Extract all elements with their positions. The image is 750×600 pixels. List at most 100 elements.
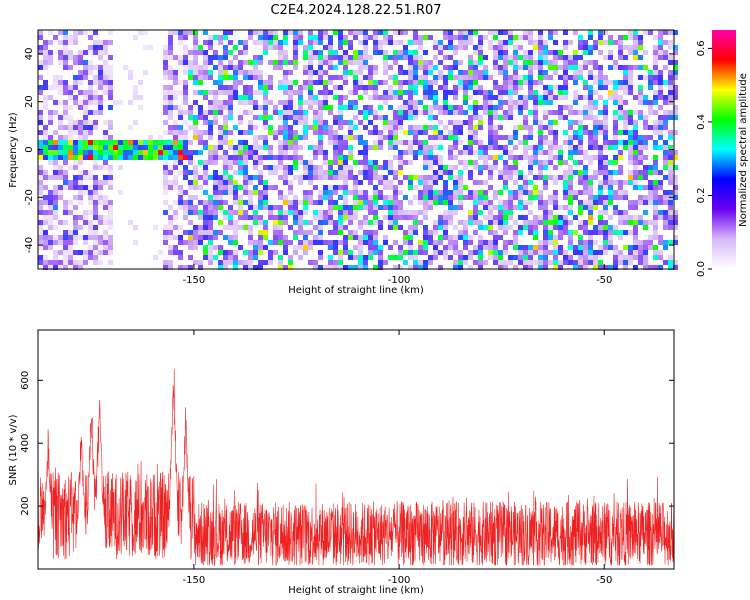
heatmap-cell <box>428 195 433 200</box>
heatmap-cell <box>533 230 538 235</box>
heatmap-cell <box>453 125 458 130</box>
heatmap-cell <box>218 35 223 40</box>
heatmap-cell <box>108 125 113 130</box>
heatmap-cell <box>503 165 508 170</box>
heatmap-cell <box>358 120 363 125</box>
heatmap-cell <box>463 120 468 125</box>
heatmap-cell <box>608 235 613 240</box>
heatmap-cell <box>583 175 588 180</box>
heatmap-cell <box>373 200 378 205</box>
heatmap-cell <box>513 220 518 225</box>
heatmap-cell <box>233 65 238 70</box>
heatmap-cell <box>458 190 463 195</box>
heatmap-cell <box>508 155 513 160</box>
heatmap-cell <box>83 175 88 180</box>
heatmap-cell <box>618 115 623 120</box>
heatmap-cell <box>638 145 643 150</box>
heatmap-cell <box>158 145 163 150</box>
heatmap-cell <box>488 200 493 205</box>
heatmap-cell <box>63 185 68 190</box>
heatmap-cell <box>648 245 653 250</box>
heatmap-cell <box>233 195 238 200</box>
heatmap-cell <box>658 135 663 140</box>
heatmap-cell <box>53 75 58 80</box>
heatmap-cell <box>233 95 238 100</box>
heatmap-cell <box>618 185 623 190</box>
heatmap-cell <box>638 245 643 250</box>
heatmap-cell <box>563 255 568 260</box>
heatmap-cell <box>123 155 128 160</box>
heatmap-cell <box>308 45 313 50</box>
heatmap-cell <box>618 85 623 90</box>
heatmap-cell <box>663 80 668 85</box>
heatmap-cell <box>313 200 318 205</box>
heatmap-cell <box>673 235 678 240</box>
heatmap-cell <box>633 175 638 180</box>
heatmap-cell <box>123 140 128 145</box>
heatmap-cell <box>628 220 633 225</box>
heatmap-cell <box>393 55 398 60</box>
heatmap-cell <box>603 40 608 45</box>
heatmap-cell <box>543 45 548 50</box>
heatmap-cell <box>188 125 193 130</box>
heatmap-cell <box>518 100 523 105</box>
heatmap-cell <box>363 200 368 205</box>
heatmap-cell <box>208 240 213 245</box>
heatmap-cell <box>218 185 223 190</box>
heatmap-cell <box>668 255 673 260</box>
heatmap-cell <box>193 50 198 55</box>
heatmap-cell <box>328 35 333 40</box>
heatmap-cell <box>458 255 463 260</box>
heatmap-cell <box>93 245 98 250</box>
heatmap-cell <box>88 185 93 190</box>
heatmap-cell <box>108 170 113 175</box>
heatmap-cell <box>663 110 668 115</box>
heatmap-cell <box>173 225 178 230</box>
heatmap-cell <box>438 105 443 110</box>
heatmap-cell <box>448 70 453 75</box>
heatmap-cell <box>393 205 398 210</box>
heatmap-cell <box>628 135 633 140</box>
heatmap-cell <box>198 135 203 140</box>
heatmap-cell <box>523 260 528 265</box>
heatmap-cell <box>483 150 488 155</box>
heatmap-cell <box>308 260 313 265</box>
heatmap-cell <box>148 150 153 155</box>
heatmap-cell <box>578 225 583 230</box>
heatmap-cell <box>598 190 603 195</box>
heatmap-cell <box>238 60 243 65</box>
heatmap-cell <box>563 130 568 135</box>
heatmap-cell <box>308 30 313 35</box>
heatmap-cell <box>103 75 108 80</box>
heatmap-cell <box>488 250 493 255</box>
heatmap-cell <box>383 135 388 140</box>
heatmap-cell <box>378 135 383 140</box>
heatmap-cell <box>158 135 163 140</box>
heatmap-cell <box>108 30 113 35</box>
heatmap-cell <box>543 115 548 120</box>
heatmap-cell <box>223 35 228 40</box>
heatmap-cell <box>603 170 608 175</box>
heatmap-cell <box>413 220 418 225</box>
heatmap-cell <box>73 230 78 235</box>
heatmap-cell <box>298 35 303 40</box>
heatmap-cell <box>498 265 503 270</box>
heatmap-cell <box>208 255 213 260</box>
heatmap-cell <box>483 55 488 60</box>
heatmap-cell <box>543 250 548 255</box>
heatmap-cell <box>668 260 673 265</box>
heatmap-cell <box>353 55 358 60</box>
heatmap-cell <box>478 210 483 215</box>
heatmap-cell <box>573 90 578 95</box>
heatmap-cell <box>108 120 113 125</box>
heatmap-cell <box>373 115 378 120</box>
heatmap-cell <box>548 100 553 105</box>
heatmap-cell <box>58 135 63 140</box>
heatmap-cell <box>513 65 518 70</box>
heatmap-cell <box>98 40 103 45</box>
heatmap-cell <box>248 120 253 125</box>
heatmap-cell <box>43 175 48 180</box>
heatmap-cell <box>258 70 263 75</box>
heatmap-cell <box>393 95 398 100</box>
heatmap-cell <box>293 200 298 205</box>
